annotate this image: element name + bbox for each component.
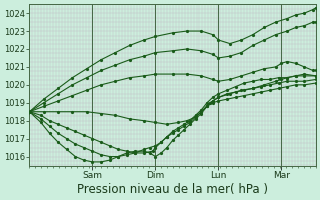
X-axis label: Pression niveau de la mer( hPa ): Pression niveau de la mer( hPa ) bbox=[77, 183, 268, 196]
